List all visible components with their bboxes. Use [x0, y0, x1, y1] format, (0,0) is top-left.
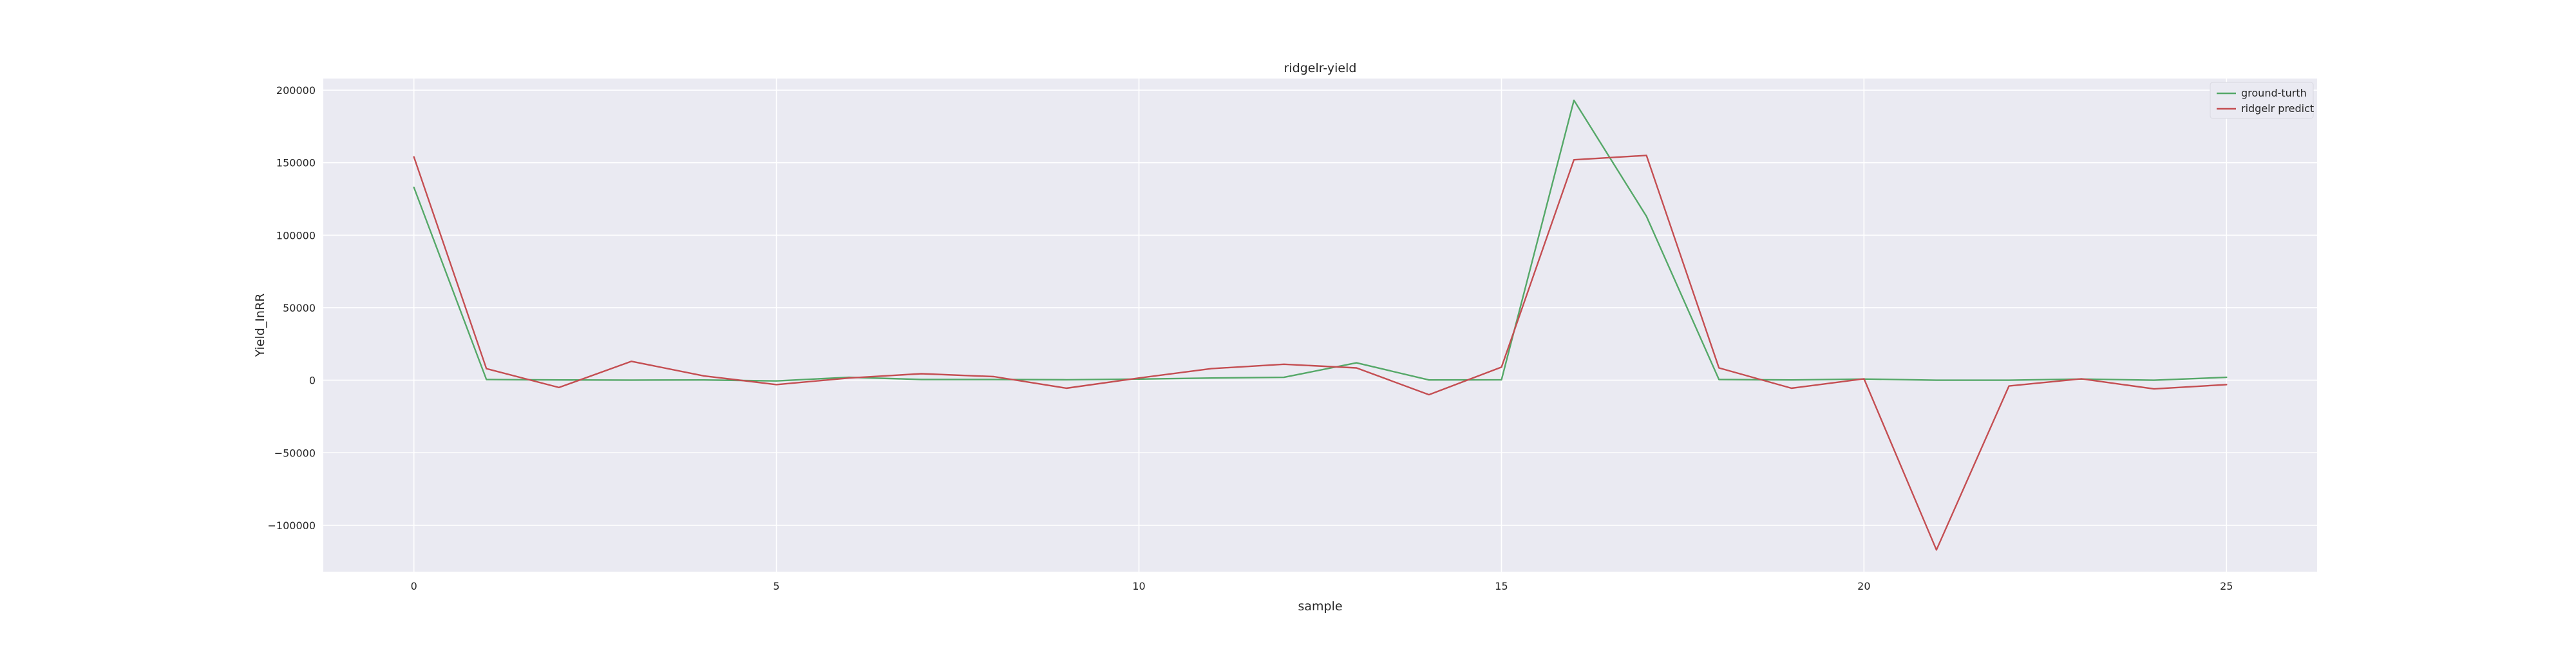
series-lines: [413, 99, 2228, 551]
chart-title: ridgelr-yield: [1284, 61, 1357, 75]
y-axis-ticks: 200000 150000 100000 50000 0 −50000 −100000: [268, 84, 316, 532]
y-tick-label: 200000: [276, 84, 316, 97]
x-axis-ticks: 0 5 10 15 20 25: [411, 580, 2233, 592]
y-tick-label: −50000: [274, 447, 316, 459]
series-line-ground-truth: [413, 99, 2228, 382]
x-tick-label: 10: [1132, 580, 1145, 592]
x-axis-label: sample: [1298, 599, 1342, 614]
legend-label: ridgelr predict: [2241, 102, 2314, 115]
plot-background: [323, 79, 2317, 572]
x-tick-label: 15: [1495, 580, 1508, 592]
x-tick-label: 0: [411, 580, 417, 592]
y-tick-label: 0: [309, 375, 316, 387]
y-tick-label: 50000: [283, 302, 316, 314]
series-line-ridgelr-predict: [413, 155, 2228, 551]
y-tick-label: −100000: [268, 520, 316, 532]
x-tick-label: 20: [1857, 580, 1870, 592]
legend: ground-turth ridgelr predict: [2210, 82, 2314, 119]
y-tick-label: 100000: [276, 229, 316, 241]
legend-label: ground-turth: [2241, 87, 2307, 99]
x-tick-label: 5: [773, 580, 780, 592]
x-tick-label: 25: [2220, 580, 2233, 592]
y-axis-label: Yield_InRR: [253, 294, 267, 358]
y-tick-label: 150000: [276, 157, 316, 169]
